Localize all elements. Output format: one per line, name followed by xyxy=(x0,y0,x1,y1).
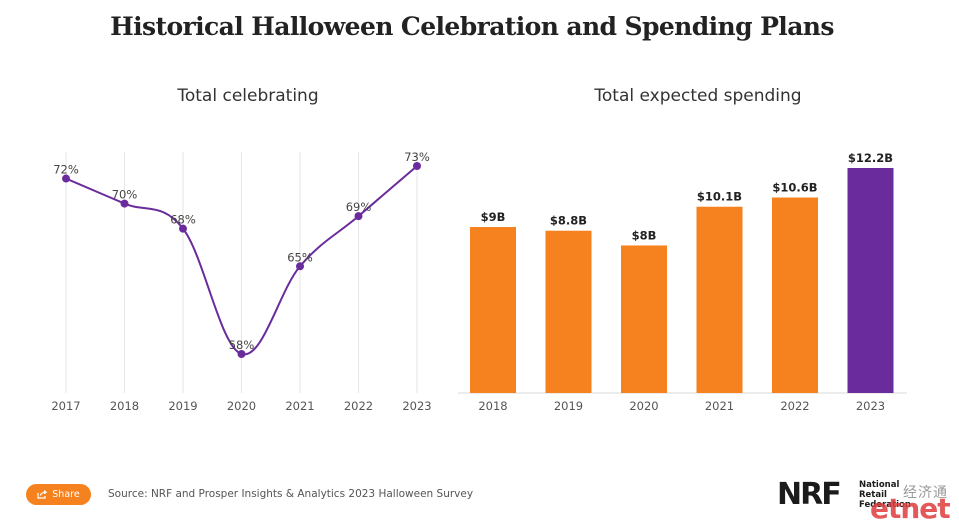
bar xyxy=(696,206,743,393)
nrf-logo-mark: NRF xyxy=(777,477,842,512)
data-label: 73% xyxy=(404,150,430,164)
data-label: 72% xyxy=(53,163,79,177)
x-tick-label: 2020 xyxy=(629,399,658,413)
bar xyxy=(470,227,516,393)
x-tick-label: 2021 xyxy=(285,399,314,413)
left-chart-title: Total celebrating xyxy=(177,86,319,106)
data-label: $12.2B xyxy=(848,151,893,165)
watermark-chinese: 经济通 xyxy=(903,485,948,501)
bar xyxy=(772,197,818,393)
x-tick-label: 2022 xyxy=(344,399,373,413)
bar xyxy=(847,168,894,393)
data-label: 68% xyxy=(170,213,196,227)
x-tick-label: 2018 xyxy=(110,399,139,413)
nrf-logo-words: National Retail Federation xyxy=(859,480,911,510)
data-point xyxy=(179,224,187,233)
x-tick-label: 2023 xyxy=(402,399,431,413)
x-tick-label: 2022 xyxy=(780,399,809,413)
data-point xyxy=(296,262,304,271)
x-tick-label: 2021 xyxy=(705,399,734,413)
x-tick-label: 2020 xyxy=(227,399,256,413)
watermark-etnet: etnet xyxy=(870,492,951,525)
data-point xyxy=(413,162,421,170)
data-label: $8B xyxy=(632,228,657,242)
source-note: Source: NRF and Prosper Insights & Analy… xyxy=(108,488,474,500)
share-label: Share xyxy=(52,489,80,500)
data-label: 70% xyxy=(112,188,138,202)
bar xyxy=(545,230,592,393)
data-label: $9B xyxy=(481,210,506,224)
nrf-word: Federation xyxy=(859,500,911,510)
data-label: 65% xyxy=(287,250,313,264)
share-button[interactable]: Share xyxy=(26,484,91,505)
data-label: $10.1B xyxy=(697,190,742,204)
x-tick-label: 2019 xyxy=(554,399,583,413)
bar xyxy=(621,245,667,393)
right-chart-title: Total expected spending xyxy=(594,86,802,106)
data-label: $10.6B xyxy=(772,181,817,195)
x-tick-label: 2023 xyxy=(856,399,885,413)
nrf-word: National xyxy=(859,480,900,490)
x-tick-label: 2019 xyxy=(168,399,197,413)
share-icon xyxy=(37,490,48,499)
data-point xyxy=(62,174,70,183)
data-point xyxy=(354,212,363,221)
data-label: 69% xyxy=(346,200,372,214)
nrf-word: Retail xyxy=(859,490,887,500)
spending-bar-chart: $9B 2018 $8.8B 2019 $8B 2020 $10.1B 2021 $10.6B 2… xyxy=(458,151,907,413)
x-tick-label: 2017 xyxy=(51,399,80,413)
data-label: 58% xyxy=(229,338,255,352)
x-tick-label: 2018 xyxy=(478,399,507,413)
data-point xyxy=(237,350,246,358)
celebrating-line-chart: 2017 2018 2019 2020 2021 2022 2023 72% 70% 68% 58%… xyxy=(51,150,431,413)
data-point xyxy=(120,199,129,208)
page-title: Historical Halloween Celebration and Spe… xyxy=(110,12,834,41)
data-label: $8.8B xyxy=(550,214,587,228)
